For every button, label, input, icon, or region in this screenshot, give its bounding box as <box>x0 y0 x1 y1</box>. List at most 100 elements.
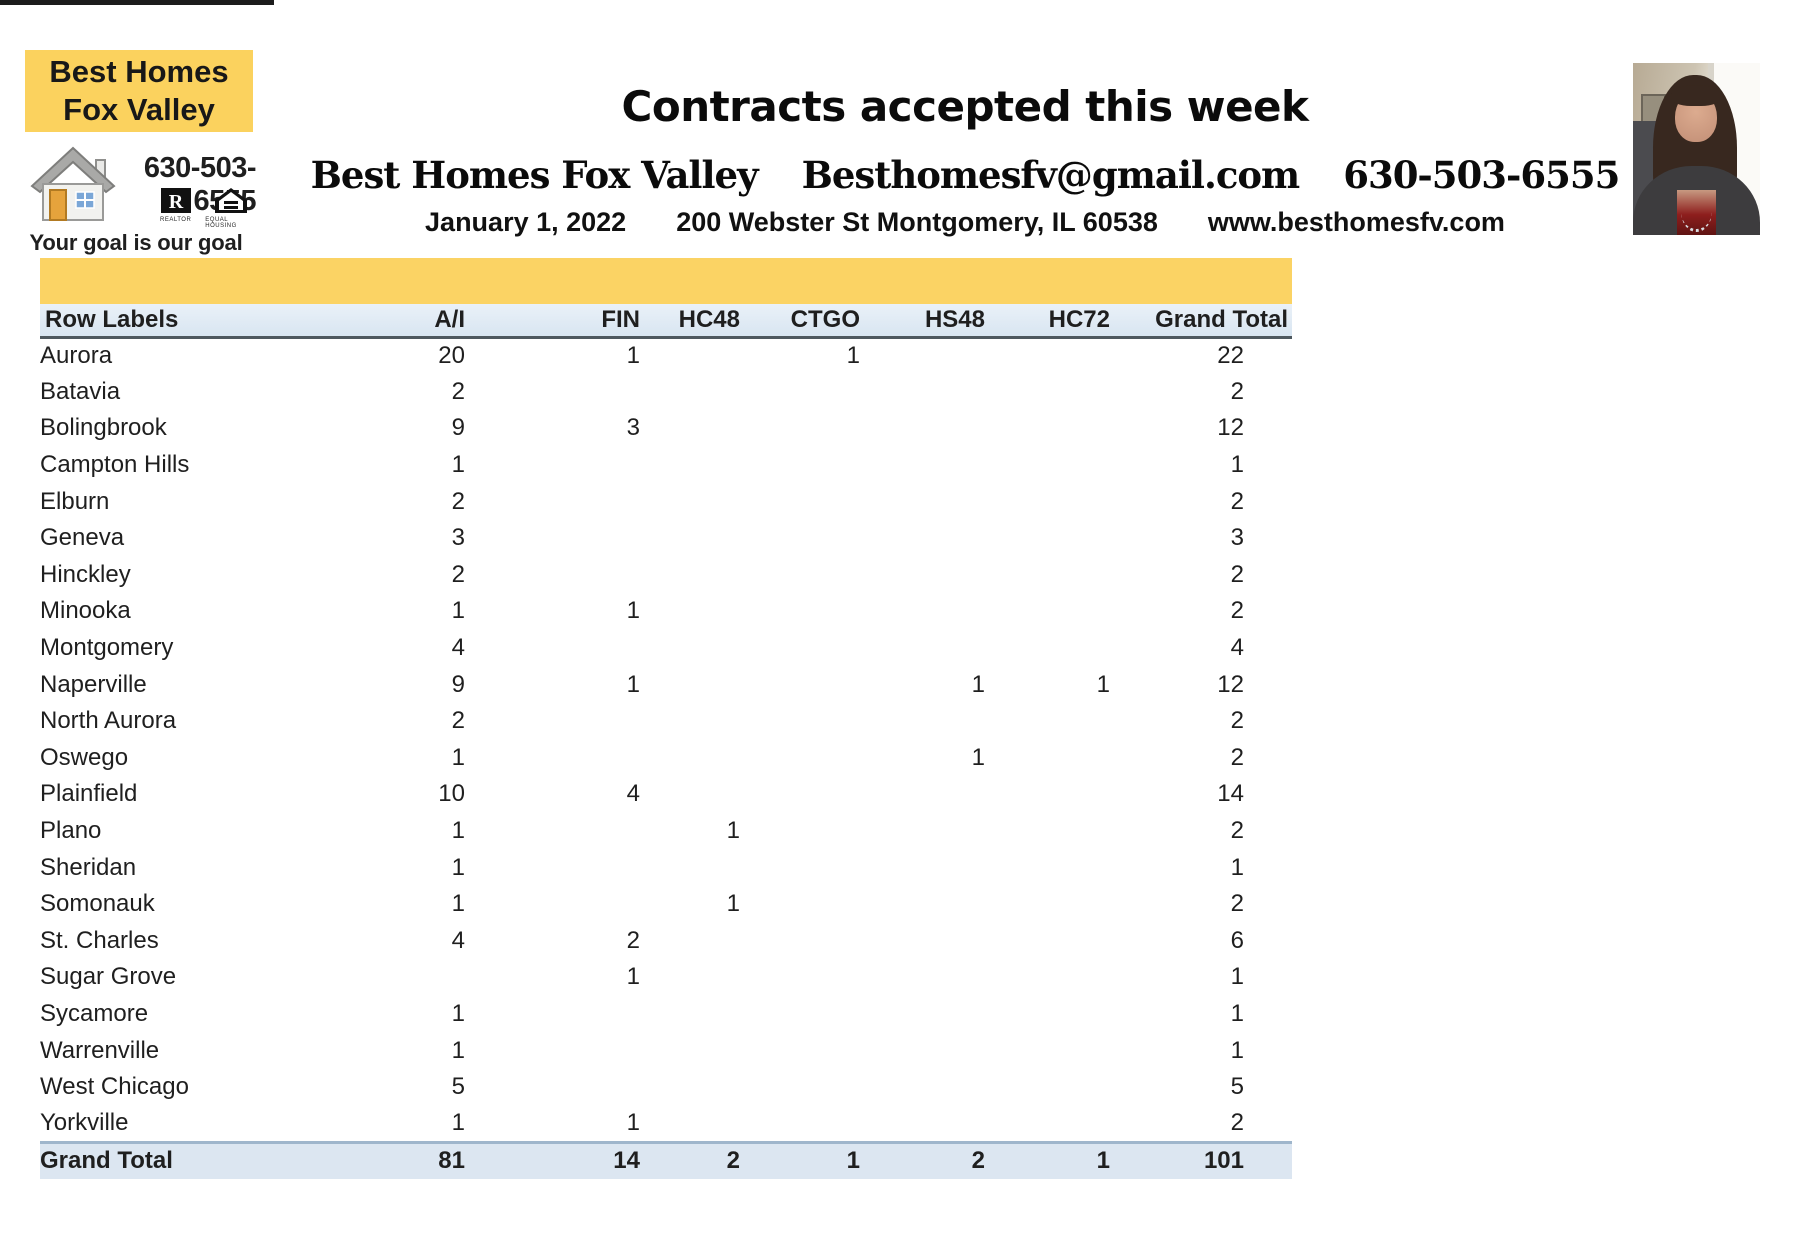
cell-hs48 <box>860 959 985 996</box>
table-row: Sheridan 1 1 <box>40 849 1292 886</box>
cell-ctgo: 1 <box>846 342 860 370</box>
cell-fin <box>465 520 640 557</box>
eho-caption: EQUAL HOUSING <box>205 217 237 229</box>
row-label: Elburn <box>40 487 110 515</box>
company-name: Best Homes Fox Valley <box>310 153 759 197</box>
report-date: January 1, 2022 <box>425 207 627 237</box>
cell-a-i: 4 <box>451 634 465 662</box>
cell-hs48 <box>860 996 985 1033</box>
cell-hc72 <box>985 483 1110 520</box>
row-label: Geneva <box>40 524 125 552</box>
realtor-caption: REALTOR <box>160 217 192 223</box>
cell-grand-total: 4 <box>1230 634 1244 662</box>
table-row: Oswego 1 1 2 <box>40 740 1292 777</box>
table-row: Minooka 1 1 2 <box>40 593 1292 630</box>
date-address-line: January 1, 2022 200 Webster St Montgomer… <box>270 207 1660 238</box>
cell-grand-total: 2 <box>1230 597 1244 625</box>
cell-fin <box>465 813 640 850</box>
table-row: Naperville 9 1 1 1 12 <box>40 666 1292 703</box>
cell-a-i: 1 <box>451 743 465 771</box>
cell-ctgo <box>740 959 860 996</box>
cell-a-i: 1 <box>451 817 465 845</box>
cell-a-i: 9 <box>451 670 465 698</box>
cell-hs48 <box>860 813 985 850</box>
cell-ctgo <box>740 374 860 411</box>
cell-grand-total: 2 <box>1230 707 1244 735</box>
cell-a-i: 1 <box>451 999 465 1027</box>
cell-hs48 <box>860 1032 985 1069</box>
cell-hc72 <box>985 557 1110 594</box>
cell-hs48 <box>860 483 985 520</box>
cell-hc48 <box>640 593 740 630</box>
row-label: Hinckley <box>40 560 131 588</box>
brand-logo-line1: Best Homes <box>49 54 229 89</box>
cell-hc72 <box>985 447 1110 484</box>
cell-hc48 <box>640 374 740 411</box>
table-row: Geneva 3 3 <box>40 520 1292 557</box>
cell-hc48 <box>640 483 740 520</box>
cell-ctgo <box>740 776 860 813</box>
cell-hc72 <box>985 703 1110 740</box>
cell-ctgo <box>740 1032 860 1069</box>
cell-ctgo <box>740 410 860 447</box>
table-row: Sugar Grove 1 1 <box>40 959 1292 996</box>
cell-hs48: 1 <box>971 670 985 698</box>
cell-grand-total: 14 <box>1217 780 1244 808</box>
cell-grand-total: 2 <box>1230 560 1244 588</box>
cell-grand-total: 12 <box>1217 670 1244 698</box>
realtor-r-icon: R REALTOR <box>160 188 191 229</box>
cell-hs48 <box>860 520 985 557</box>
col-header-ai: A/I <box>320 304 465 339</box>
cell-grand-total: 12 <box>1217 414 1244 442</box>
cell-a-i: 3 <box>451 524 465 552</box>
row-label: Somonauk <box>40 890 155 918</box>
cell-ctgo <box>740 996 860 1033</box>
company-address: 200 Webster St Montgomery, IL 60538 <box>676 207 1158 237</box>
house-icon <box>26 146 120 229</box>
company-phone: 630-503-6555 <box>1343 153 1620 197</box>
table-row: West Chicago 5 5 <box>40 1069 1292 1106</box>
cell-hs48: 1 <box>971 743 985 771</box>
cell-hc72 <box>985 593 1110 630</box>
cell-hc72 <box>985 1105 1110 1142</box>
grand-total-label: Grand Total <box>40 1140 320 1180</box>
row-label: Aurora <box>40 342 113 370</box>
cell-grand-total: 1 <box>1230 853 1244 881</box>
table-yellow-band <box>40 258 1292 304</box>
cell-hs48 <box>860 886 985 923</box>
row-label: Sugar Grove <box>40 963 177 991</box>
cell-a-i: 20 <box>438 342 465 370</box>
cell-hs48 <box>860 447 985 484</box>
contracts-table-section: Row Labels A/I FIN HC48 CTGO HS48 HC72 G… <box>40 258 1292 1180</box>
cell-hc72 <box>985 1032 1110 1069</box>
cell-grand-total: 1 <box>1230 963 1244 991</box>
table-row: Montgomery 4 4 <box>40 630 1292 667</box>
row-label: Oswego <box>40 743 129 771</box>
cell-fin: 2 <box>626 926 640 954</box>
brand-tagline: Your goal is our goal <box>29 230 243 255</box>
cell-hs48 <box>860 776 985 813</box>
company-email: Besthomesfv@gmail.com <box>801 153 1301 197</box>
contracts-pivot-table: Row Labels A/I FIN HC48 CTGO HS48 HC72 G… <box>40 304 1292 1180</box>
cell-hc72 <box>985 630 1110 667</box>
cell-ctgo <box>740 447 860 484</box>
cell-hc48 <box>640 776 740 813</box>
cell-grand-total: 2 <box>1230 1109 1244 1137</box>
row-label: Minooka <box>40 597 131 625</box>
cell-hc72 <box>985 1069 1110 1106</box>
cell-a-i: 9 <box>451 414 465 442</box>
cell-ctgo <box>740 483 860 520</box>
photo-necklace <box>1681 191 1712 232</box>
table-row: Bolingbrook 9 3 12 <box>40 410 1292 447</box>
table-row: Campton Hills 1 1 <box>40 447 1292 484</box>
cell-fin: 1 <box>626 1109 640 1137</box>
cell-grand-total: 2 <box>1230 817 1244 845</box>
grand-total-hs48: 2 <box>860 1140 985 1180</box>
table-header-row: Row Labels A/I FIN HC48 CTGO HS48 HC72 G… <box>40 304 1292 339</box>
cell-hc72 <box>985 959 1110 996</box>
table-row: Aurora 20 1 1 22 <box>40 337 1292 374</box>
cell-fin: 1 <box>626 597 640 625</box>
col-header-hc72: HC72 <box>985 304 1110 339</box>
table-row: Hinckley 2 2 <box>40 557 1292 594</box>
cell-fin: 1 <box>626 342 640 370</box>
